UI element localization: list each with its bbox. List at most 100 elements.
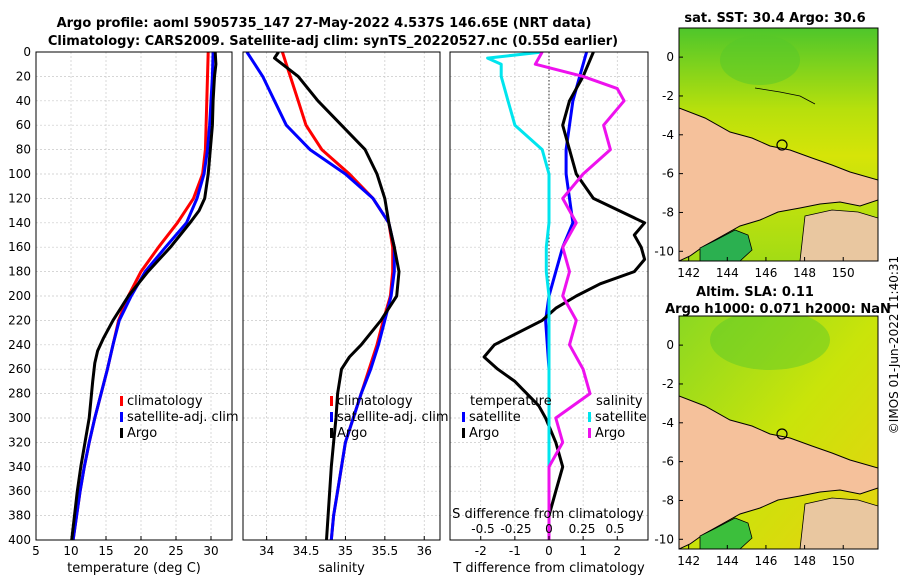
top-tick-label: 0.5	[605, 522, 624, 536]
y-tick-label: 300	[8, 411, 31, 425]
title-line-1: Argo profile: aoml 5905735_147 27-May-20…	[57, 16, 592, 31]
legend-label: Argo	[469, 426, 499, 441]
legend-swatch	[462, 412, 465, 422]
difference-xlabel: T difference from climatology	[452, 561, 645, 576]
temperature-axes-frame	[35, 51, 233, 541]
temperature-grid	[35, 52, 232, 540]
series-line-t-argo	[482, 52, 647, 540]
map-x-tick-label: 144	[716, 554, 739, 568]
y-tick-label: 340	[8, 460, 31, 474]
x-tick-label: 2	[613, 544, 621, 558]
x-tick-label: 30	[203, 544, 218, 558]
legend-swatch	[120, 428, 123, 438]
map-y-tick-label: 0	[666, 338, 674, 352]
legend-label: climatology	[337, 394, 413, 409]
y-tick-label: 160	[8, 240, 31, 254]
x-tick-label: -1	[509, 544, 521, 558]
y-tick-label: 400	[8, 533, 31, 547]
y-tick-label: 140	[8, 216, 31, 230]
x-tick-label: 35.5	[371, 544, 398, 558]
top-tick-label: -0.5	[471, 522, 494, 536]
map-y-tick-label: -6	[662, 455, 674, 469]
y-tick-label: 80	[16, 143, 31, 157]
sla-map-title-line-2: Argo h1000: 0.071 h2000: NaN	[665, 302, 891, 317]
x-tick-label: -2	[475, 544, 487, 558]
x-tick-label: 15	[98, 544, 113, 558]
x-tick-label: 34	[259, 544, 274, 558]
x-tick-label: 25	[168, 544, 183, 558]
legend-label: satellite	[595, 410, 647, 425]
x-tick-label: 34.5	[293, 544, 320, 558]
salinity-xlabel: salinity	[318, 561, 365, 576]
series-line-satellite-adj-clim	[71, 52, 215, 540]
map-x-tick-label: 150	[832, 554, 855, 568]
y-tick-label: 380	[8, 509, 31, 523]
legend-temperature-title: temperature	[470, 394, 552, 409]
map-y-tick-label: -8	[662, 205, 674, 219]
y-tick-label: 280	[8, 387, 31, 401]
y-tick-label: 200	[8, 289, 31, 303]
map-x-tick-label: 148	[793, 266, 816, 280]
salinity-series	[245, 52, 401, 540]
y-tick-label: 240	[8, 338, 31, 352]
map-x-tick-label: 148	[793, 554, 816, 568]
legend-swatch	[120, 396, 123, 406]
y-tick-label: 220	[8, 313, 31, 327]
legend-swatch	[330, 428, 333, 438]
map-x-tick-label: 142	[677, 266, 700, 280]
y-tick-label: 0	[23, 45, 31, 59]
legend-salinity-title: salinity	[596, 394, 643, 409]
map-x-tick-label: 144	[716, 266, 739, 280]
legend-label: Argo	[337, 426, 367, 441]
x-tick-label: 20	[133, 544, 148, 558]
top-tick-label: 0.25	[569, 522, 596, 536]
difference-panel: -2 -1 0 1 2 T difference from climatology S di…	[449, 51, 649, 576]
map-x-tick-label: 150	[832, 266, 855, 280]
legend-swatch	[120, 412, 123, 422]
top-tick-label: 0	[545, 522, 553, 536]
legend-swatch	[330, 396, 333, 406]
sla-map-land-south	[799, 497, 878, 549]
sla-map-axes: 142 144 146 148 150 0 -2 -4 -6 -8 -10	[654, 338, 854, 568]
y-tick-label: 100	[8, 167, 31, 181]
temperature-xlabel: temperature (deg C)	[67, 561, 201, 576]
x-tick-label: 10	[63, 544, 78, 558]
sla-map: 142 144 146 148 150 0 -2 -4 -6 -8 -10	[654, 315, 879, 568]
x-tick-label: 5	[32, 544, 40, 558]
y-tick-label: 60	[16, 118, 31, 132]
sst-map-shade	[720, 35, 800, 85]
salinity-panel: 34 34.5 35 35.5 36 salinity climatologysatelli…	[242, 51, 449, 576]
y-tick-label: 320	[8, 435, 31, 449]
sst-map-land	[679, 107, 878, 261]
map-y-tick-label: -6	[662, 167, 674, 181]
y-tick-label: 180	[8, 265, 31, 279]
map-y-tick-label: -2	[662, 377, 674, 391]
sla-map-title-line-1: Altim. SLA: 0.11	[696, 285, 814, 300]
sla-map-frame	[678, 315, 879, 550]
map-y-tick-label: -4	[662, 416, 674, 430]
sst-map-title: sat. SST: 30.4 Argo: 30.6	[684, 11, 865, 26]
y-tick-label: 360	[8, 484, 31, 498]
map-y-tick-label: -2	[662, 89, 674, 103]
sst-map-land-south	[799, 209, 878, 261]
map-y-tick-label: 0	[666, 50, 674, 64]
legend-label: Argo	[595, 426, 625, 441]
map-x-tick-label: 142	[677, 554, 700, 568]
legend-swatch	[588, 428, 591, 438]
x-tick-label: 0	[545, 544, 553, 558]
sst-map-coast	[754, 87, 816, 105]
legend-label: satellite-adj. clim	[337, 410, 449, 425]
sst-map-argo-marker	[776, 139, 788, 151]
map-x-tick-label: 146	[754, 266, 777, 280]
sla-map-argo-marker	[776, 428, 788, 440]
salinity-grid	[243, 52, 440, 540]
legend-label: satellite-adj. clim	[127, 410, 239, 425]
sst-map-coast-shelf	[699, 229, 753, 261]
legend-label: satellite	[469, 410, 521, 425]
sst-map-frame	[678, 27, 879, 262]
watermark: ©IMOS 01-Jun-2022 11:40:31	[887, 256, 900, 434]
title-line-2: Climatology: CARS2009. Satellite-adj cli…	[48, 34, 618, 49]
x-tick-label: 1	[579, 544, 587, 558]
